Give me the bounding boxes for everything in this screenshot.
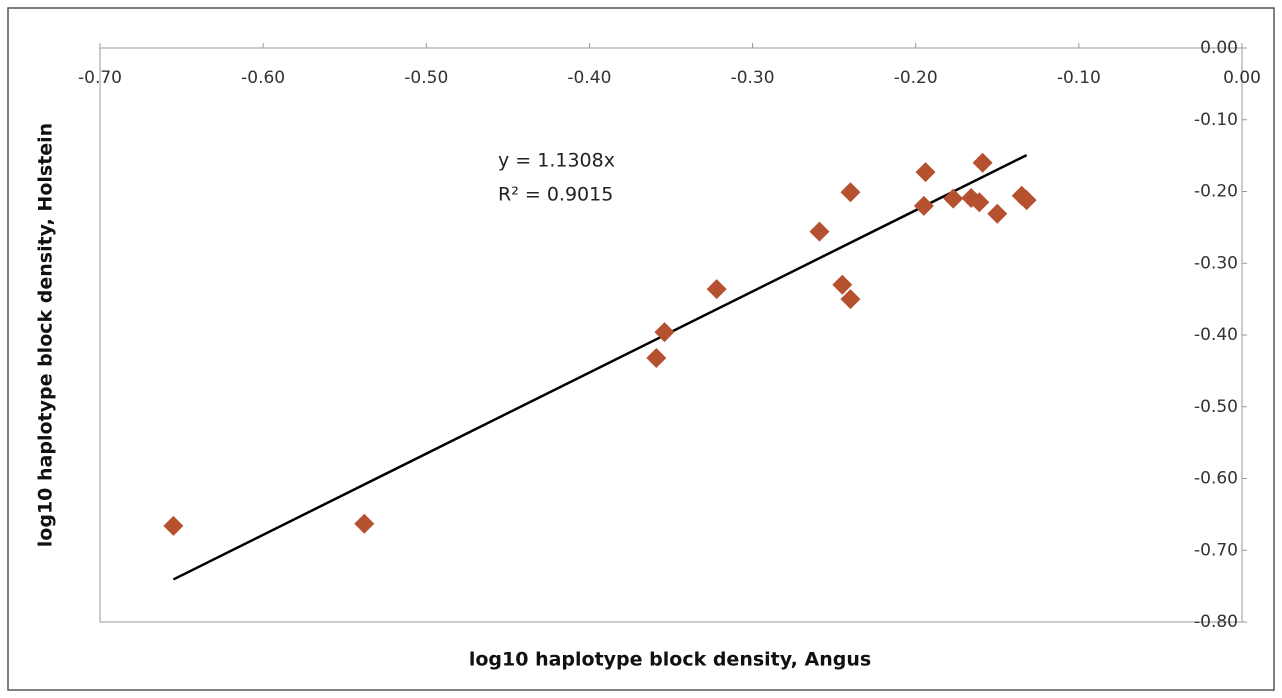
y-tick-label: -0.80 bbox=[1194, 612, 1238, 632]
point bbox=[913, 195, 934, 216]
point bbox=[809, 221, 830, 242]
x-tick-label: 0.00 bbox=[1223, 68, 1261, 88]
y-axis-title: log10 haplotype block density, Holstein bbox=[35, 123, 57, 547]
point bbox=[969, 192, 990, 213]
x-axis-title: log10 haplotype block density, Angus bbox=[469, 649, 871, 671]
point bbox=[987, 203, 1008, 224]
y-tick-label: -0.60 bbox=[1194, 469, 1238, 489]
point bbox=[840, 182, 861, 203]
x-tick-label: -0.50 bbox=[404, 68, 448, 88]
x-tick-label: -0.60 bbox=[241, 68, 285, 88]
trendline bbox=[172, 153, 1028, 581]
point bbox=[163, 515, 184, 536]
x-tick-label: -0.10 bbox=[1057, 68, 1101, 88]
point bbox=[972, 152, 993, 173]
point bbox=[832, 274, 853, 295]
y-tick-label: 0.00 bbox=[1200, 38, 1238, 58]
r-squared: R² = 0.9015 bbox=[498, 184, 613, 206]
point bbox=[840, 289, 861, 310]
y-tick-label: -0.40 bbox=[1194, 325, 1238, 345]
x-tick-label: -0.20 bbox=[894, 68, 938, 88]
point bbox=[943, 188, 964, 209]
y-tick-label: -0.10 bbox=[1194, 110, 1238, 130]
y-tick-label: -0.20 bbox=[1194, 182, 1238, 202]
point bbox=[1016, 190, 1037, 211]
point bbox=[646, 347, 667, 368]
trendline-equation: y = 1.1308x bbox=[498, 150, 615, 172]
point bbox=[915, 162, 936, 183]
y-tick-label: -0.70 bbox=[1194, 540, 1238, 560]
x-tick-label: -0.70 bbox=[78, 68, 122, 88]
x-tick-label: -0.30 bbox=[731, 68, 775, 88]
point bbox=[706, 279, 727, 300]
point bbox=[654, 322, 675, 343]
point bbox=[354, 513, 375, 534]
y-tick-label: -0.50 bbox=[1194, 397, 1238, 417]
chart-frame bbox=[7, 7, 1275, 691]
y-tick-label: -0.30 bbox=[1194, 253, 1238, 273]
x-tick-label: -0.40 bbox=[567, 68, 611, 88]
